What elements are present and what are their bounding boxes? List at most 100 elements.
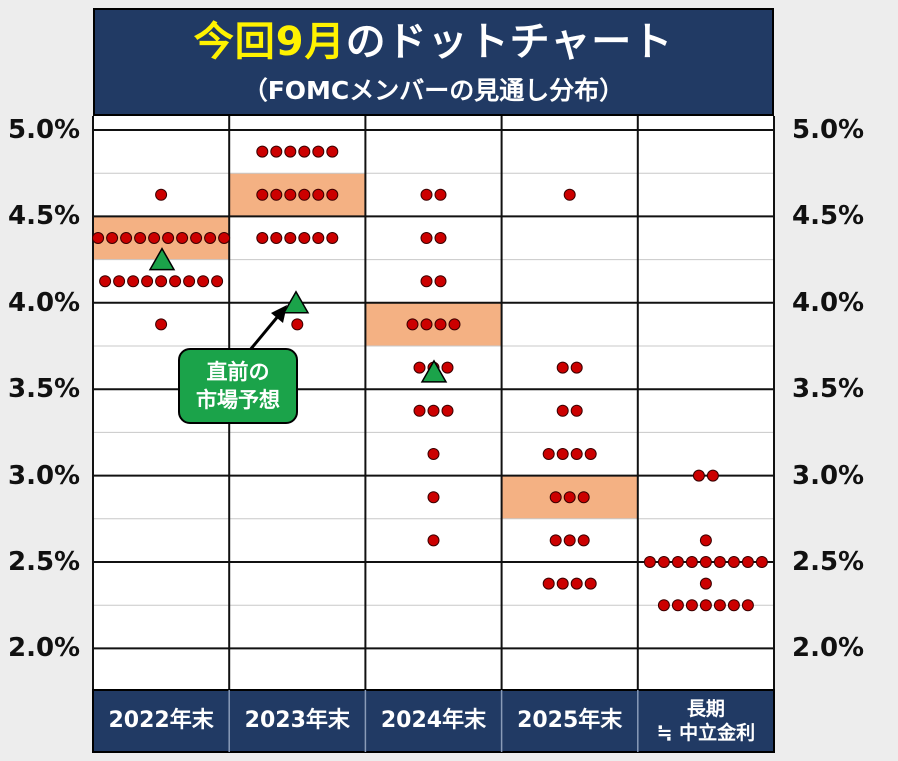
chart-header: 今回9月のドットチャート （FOMCメンバーの見通し分布） bbox=[93, 8, 774, 116]
fomc-dot bbox=[577, 491, 590, 504]
fomc-dot bbox=[741, 599, 754, 612]
fomc-dot bbox=[570, 577, 583, 590]
fomc-dot bbox=[427, 404, 440, 417]
fomc-dot bbox=[570, 404, 583, 417]
fomc-dot bbox=[256, 232, 269, 244]
fomc-dot bbox=[270, 232, 283, 244]
fomc-dot bbox=[113, 275, 126, 288]
x-tick-label: 2025年末 bbox=[517, 708, 623, 733]
fomc-dot bbox=[570, 448, 583, 460]
title-highlight: 今回9月 bbox=[193, 19, 346, 65]
fomc-dot bbox=[563, 491, 576, 504]
fomc-dot bbox=[556, 404, 569, 417]
fomc-dot bbox=[420, 275, 433, 288]
fomc-dot bbox=[92, 232, 105, 244]
fomc-dot bbox=[183, 275, 196, 288]
fomc-dot bbox=[270, 188, 283, 201]
callout-line-2: 市場予想 bbox=[196, 388, 280, 412]
fomc-dot bbox=[427, 534, 440, 547]
y-tick-label: 3.5% bbox=[8, 374, 81, 405]
market-expectation-triangle bbox=[148, 247, 176, 271]
fomc-dot bbox=[685, 556, 698, 568]
fomc-dot bbox=[556, 577, 569, 590]
fomc-dot bbox=[699, 556, 712, 568]
fomc-dot bbox=[420, 318, 433, 331]
fomc-dot bbox=[643, 556, 656, 568]
fomc-dot bbox=[211, 275, 224, 288]
fomc-dot bbox=[420, 232, 433, 244]
fomc-dot bbox=[685, 599, 698, 612]
fomc-dot bbox=[542, 448, 555, 460]
fomc-dot bbox=[106, 232, 119, 244]
fomc-dot bbox=[556, 448, 569, 460]
fomc-dot bbox=[699, 534, 712, 547]
fomc-dot bbox=[441, 361, 454, 374]
fomc-dot bbox=[448, 318, 461, 331]
x-tick-label: 長期 ≒ 中立金利 bbox=[656, 698, 756, 744]
fomc-dot bbox=[549, 534, 562, 547]
fomc-dot bbox=[298, 145, 311, 158]
fomc-dot bbox=[584, 448, 597, 460]
y-tick-label: 2.5% bbox=[8, 547, 81, 577]
fomc-dot bbox=[190, 232, 203, 244]
fomc-dot bbox=[298, 232, 311, 244]
fomc-dot bbox=[291, 318, 304, 331]
fomc-dot bbox=[312, 188, 325, 201]
y-tick-label: 3.0% bbox=[792, 460, 865, 491]
chart-title: 今回9月のドットチャート bbox=[95, 18, 772, 66]
fomc-dot bbox=[549, 491, 562, 504]
fomc-dot bbox=[755, 556, 768, 568]
x-tick-label: 2023年末 bbox=[244, 708, 350, 733]
fomc-dot bbox=[256, 145, 269, 158]
market-expectation-callout: 直前の 市場予想 bbox=[178, 348, 298, 424]
callout-line-1: 直前の bbox=[206, 360, 270, 384]
fomc-dot bbox=[563, 188, 576, 201]
fomc-dot bbox=[657, 556, 670, 568]
fomc-dot bbox=[120, 232, 133, 244]
fomc-dot bbox=[542, 577, 555, 590]
fomc-dot bbox=[692, 469, 705, 482]
y-tick-label: 3.5% bbox=[792, 374, 865, 405]
fomc-dot bbox=[441, 404, 454, 417]
y-tick-label: 3.0% bbox=[8, 460, 81, 491]
fomc-dot bbox=[671, 556, 684, 568]
median-band bbox=[365, 302, 502, 346]
x-axis-bar bbox=[92, 689, 775, 753]
y-tick-label: 2.0% bbox=[8, 633, 81, 664]
fomc-dot bbox=[284, 145, 297, 158]
fomc-dot bbox=[176, 232, 189, 244]
fomc-dot bbox=[427, 448, 440, 460]
x-tick-label: 2024年末 bbox=[380, 708, 487, 733]
y-tick-label: 2.5% bbox=[792, 547, 865, 577]
fomc-dot bbox=[326, 232, 339, 244]
fomc-dot bbox=[218, 232, 231, 244]
fomc-dot bbox=[584, 577, 597, 590]
fomc-dot bbox=[148, 232, 161, 244]
fomc-dot bbox=[434, 232, 447, 244]
y-tick-label: 4.0% bbox=[8, 287, 81, 318]
fomc-dot bbox=[727, 599, 740, 612]
fomc-dot bbox=[141, 275, 154, 288]
fomc-dot bbox=[706, 469, 719, 482]
fomc-dot bbox=[434, 188, 447, 201]
y-tick-label: 4.5% bbox=[792, 201, 865, 232]
fomc-dot bbox=[699, 599, 712, 612]
fomc-dot bbox=[270, 145, 283, 158]
fomc-dot bbox=[741, 556, 754, 568]
fomc-dot bbox=[570, 361, 583, 374]
fomc-dot bbox=[713, 599, 726, 612]
title-rest: のドットチャート bbox=[345, 19, 674, 65]
fomc-dot bbox=[699, 577, 712, 590]
fomc-dot bbox=[413, 361, 426, 374]
fomc-dot bbox=[427, 491, 440, 504]
fomc-dot bbox=[284, 232, 297, 244]
y-tick-label: 5.0% bbox=[792, 115, 865, 145]
fomc-dot bbox=[577, 534, 590, 547]
fomc-dot bbox=[563, 534, 576, 547]
market-expectation-triangle bbox=[420, 359, 448, 383]
y-tick-label: 2.0% bbox=[792, 633, 865, 664]
fomc-dot bbox=[434, 318, 447, 331]
y-tick-label: 4.0% bbox=[792, 287, 865, 318]
median-band bbox=[229, 173, 366, 217]
